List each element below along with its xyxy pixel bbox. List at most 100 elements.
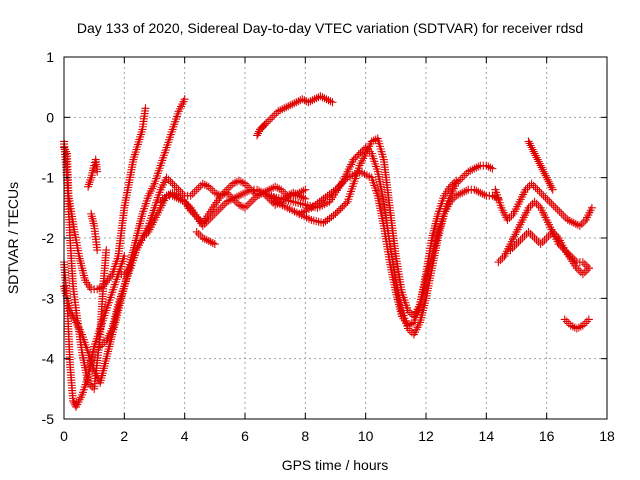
data-point-marker (336, 180, 345, 189)
y-tick-label: -5 (42, 411, 55, 427)
data-point-marker (530, 234, 539, 242)
data-point-marker (456, 175, 465, 184)
data-point-marker (474, 162, 483, 171)
data-point-marker (172, 183, 181, 192)
data-point-marker (448, 180, 457, 189)
x-tick-label: 6 (241, 428, 249, 444)
data-point-marker (470, 185, 479, 194)
data-point-marker (460, 171, 469, 180)
data-point-marker (61, 145, 70, 154)
data-point-marker (557, 209, 566, 218)
data-point-marker (194, 183, 203, 192)
data-point-marker (526, 229, 535, 238)
data-point-marker (122, 268, 131, 277)
data-point-marker (99, 282, 108, 291)
data-point-marker (533, 155, 542, 164)
data-point-marker (520, 231, 529, 240)
data-point-marker (544, 231, 553, 240)
data-point-marker (516, 236, 525, 245)
data-point-marker (312, 94, 321, 103)
data-point-marker (545, 197, 554, 206)
x-tick-label: 16 (539, 428, 555, 444)
data-point-marker (186, 206, 195, 215)
data-point-marker (276, 106, 285, 115)
data-point-marker (204, 182, 213, 191)
data-point-marker (198, 234, 207, 242)
data-point-marker (202, 236, 211, 245)
data-point-marker (178, 196, 187, 205)
data-point-marker (405, 320, 414, 329)
data-point-marker (70, 398, 79, 407)
data-point-marker (295, 191, 304, 200)
data-point-marker (210, 188, 219, 197)
data-point-marker (353, 152, 362, 161)
data-point-marker (367, 137, 376, 146)
series-arc-12 (253, 119, 271, 140)
data-point-marker (528, 231, 537, 240)
data-point-marker (537, 163, 546, 172)
data-point-marker (587, 203, 596, 212)
data-point-marker (531, 183, 540, 192)
data-point-marker (563, 215, 572, 224)
y-tick-label: 0 (46, 109, 54, 125)
data-point-marker (329, 211, 338, 220)
data-point-marker (462, 169, 471, 178)
data-point-marker (542, 173, 551, 182)
data-point-marker (202, 181, 211, 190)
data-point-marker (100, 338, 109, 347)
data-point-marker (543, 195, 552, 204)
data-point-marker (105, 274, 114, 283)
data-point-marker (174, 194, 183, 203)
data-point-marker (486, 163, 495, 172)
data-point-marker (277, 185, 286, 194)
chart-title: Day 133 of 2020, Sidereal Day-to-day VTE… (77, 20, 583, 36)
y-tick-label: -4 (42, 351, 55, 367)
data-point-marker (188, 208, 197, 217)
data-point-marker (531, 151, 540, 160)
x-tick-label: 18 (599, 428, 615, 444)
data-point-marker (93, 285, 102, 294)
data-point-marker (210, 240, 219, 249)
data-point-marker (551, 203, 560, 212)
y-tick-label: -3 (42, 290, 55, 306)
data-point-marker (582, 317, 591, 326)
data-point-marker (218, 201, 227, 210)
data-point-marker (186, 191, 195, 200)
data-point-marker (452, 176, 461, 185)
data-point-marker (529, 147, 538, 156)
data-point-marker (170, 192, 179, 201)
data-point-marker (106, 272, 115, 281)
data-point-marker (553, 205, 562, 214)
data-point-marker (327, 212, 336, 221)
data-point-marker (208, 239, 217, 248)
data-point-marker (460, 187, 469, 196)
data-point-marker (462, 186, 471, 195)
data-point-marker (120, 252, 129, 261)
data-point-marker (243, 201, 252, 210)
data-point-marker (267, 184, 276, 193)
data-point-marker (534, 201, 543, 210)
data-point-marker (290, 99, 299, 108)
data-point-marker (578, 258, 587, 267)
data-point-marker (532, 199, 541, 208)
data-point-marker (546, 181, 555, 190)
data-point-marker (196, 231, 205, 240)
data-point-marker (236, 190, 245, 199)
series-arc-15 (295, 134, 461, 321)
data-point-marker (316, 92, 325, 101)
data-point-marker (170, 181, 179, 190)
data-point-marker (573, 220, 582, 229)
data-point-marker (474, 187, 483, 196)
data-point-marker (272, 109, 281, 118)
data-point-marker (254, 129, 263, 138)
data-point-marker (331, 209, 340, 218)
data-point-marker (518, 234, 527, 242)
data-point-marker (545, 179, 554, 188)
data-point-marker (162, 173, 171, 182)
data-point-marker (253, 191, 262, 200)
data-point-marker (579, 217, 588, 226)
data-point-marker (178, 189, 187, 198)
data-point-marker (141, 104, 150, 113)
data-point-marker (245, 183, 254, 192)
data-point-marker (525, 139, 534, 148)
